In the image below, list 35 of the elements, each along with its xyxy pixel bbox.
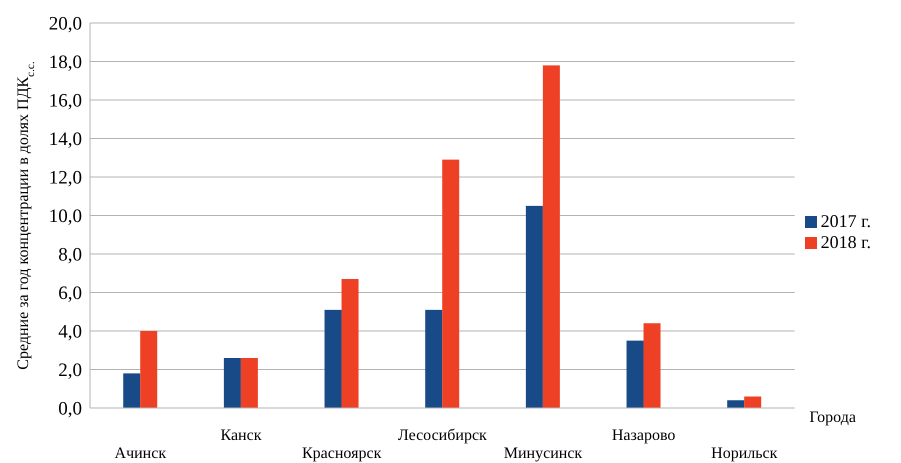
bar <box>123 373 140 408</box>
bar <box>140 331 158 408</box>
y-tick-label: 20,0 <box>48 14 82 35</box>
y-tick-label: 4,0 <box>58 322 82 343</box>
x-tick-label: Норильск <box>711 445 778 462</box>
bar <box>342 279 359 408</box>
x-tick-label: Красноярск <box>302 445 382 462</box>
y-tick-label: 12,0 <box>48 168 82 189</box>
bar <box>324 310 342 408</box>
bar <box>644 323 661 408</box>
bar <box>526 206 543 408</box>
bar <box>626 340 644 408</box>
y-tick-label: 6,0 <box>58 283 82 304</box>
y-tick-label: 16,0 <box>48 90 82 112</box>
y-tick-label: 8,0 <box>58 244 82 266</box>
y-tick-label: 2,0 <box>58 360 82 382</box>
bar <box>542 65 560 408</box>
x-tick-label: Лесосибирск <box>398 427 488 444</box>
legend-label: 2017 г. <box>820 210 871 230</box>
x-axis-title: Города <box>809 409 856 426</box>
bar <box>442 160 460 408</box>
bar <box>240 358 258 408</box>
x-tick-label: Назарово <box>612 427 676 444</box>
x-tick-label: Ачинск <box>114 445 166 462</box>
y-tick-label: 0,0 <box>58 398 82 420</box>
x-tick-label: Канск <box>220 427 262 444</box>
bar <box>425 310 442 408</box>
legend-label: 2018 г. <box>820 232 871 252</box>
y-tick-label: 18,0 <box>48 52 82 74</box>
bar <box>744 396 762 408</box>
bar <box>727 400 744 408</box>
x-tick-label: Минусинск <box>504 445 582 462</box>
bar <box>224 358 241 408</box>
y-tick-label: 10,0 <box>48 206 82 228</box>
y-tick-label: 14,0 <box>48 129 82 150</box>
